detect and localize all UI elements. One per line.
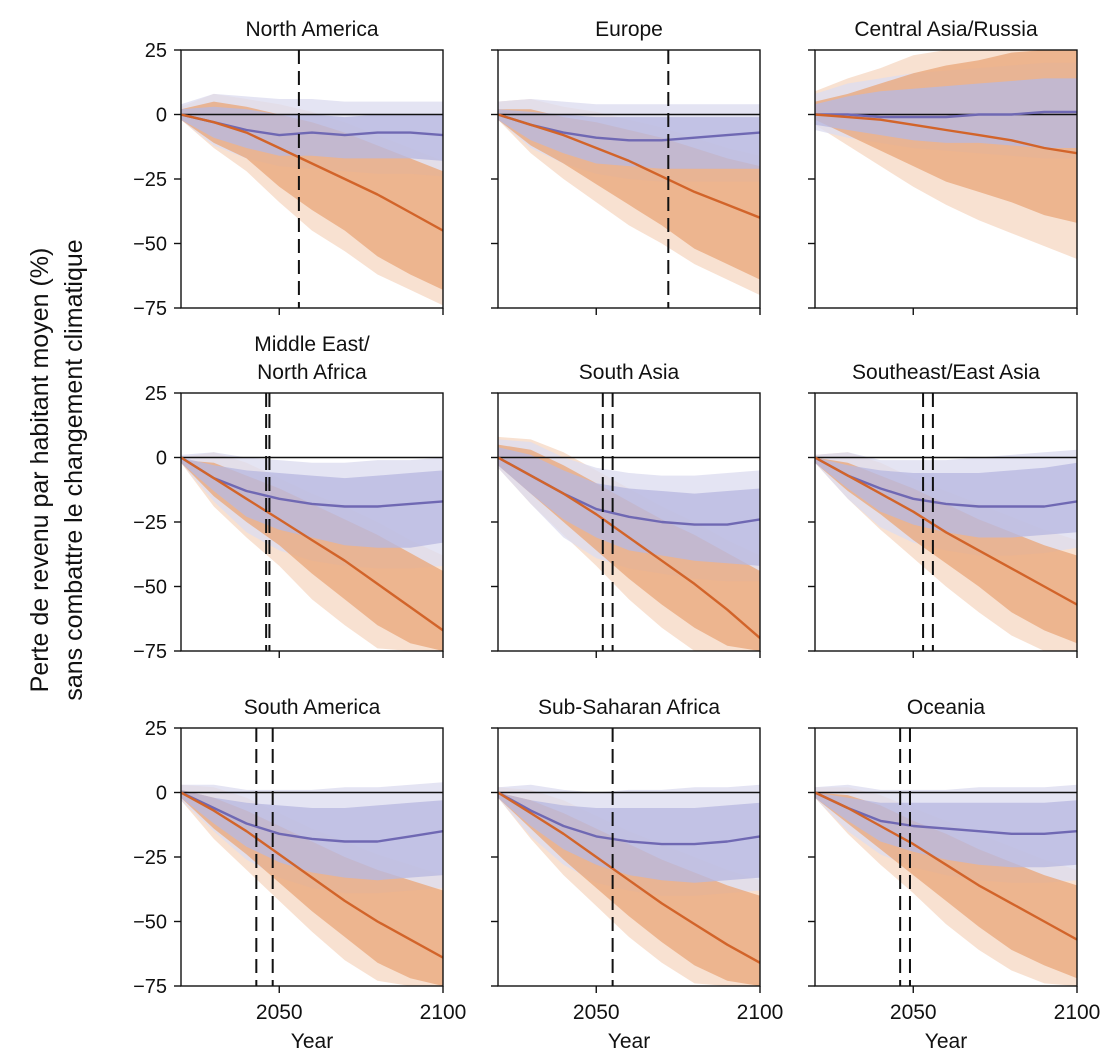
plot-area: [181, 393, 443, 651]
purple-median-line: [181, 791, 443, 843]
panel-title: Oceania: [907, 696, 986, 719]
purple-median-line: [181, 456, 443, 508]
y-tick-label: −25: [133, 847, 167, 869]
purple-median-line: [815, 110, 1077, 119]
y-tick-label: 0: [156, 448, 167, 470]
plot-area: [815, 728, 1077, 986]
x-axis-title: Year: [925, 1030, 967, 1053]
y-axis-title-line-2: sans combattre le changement climatique: [60, 239, 88, 700]
y-tick-label: 0: [156, 783, 167, 805]
y-tick-label: 25: [145, 40, 167, 62]
y-tick-label: −75: [133, 976, 167, 998]
plot-area: [815, 50, 1077, 259]
y-tick-label: 25: [145, 718, 167, 740]
purple-inner-band: [181, 457, 443, 548]
panel-4: 25 0 −25 −50 −75 Middle East/North Africa: [133, 333, 444, 663]
plot-area: [498, 728, 760, 986]
y-tick-label: −50: [133, 577, 167, 599]
x-tick-label: 2100: [420, 1001, 467, 1024]
orange-median-line: [815, 791, 1077, 941]
panel-title: Europe: [595, 18, 663, 41]
purple-median-line: [815, 791, 1077, 835]
purple-median-line: [498, 791, 760, 846]
x-tick-label: 2050: [256, 1001, 303, 1024]
panel-title: Central Asia/Russia: [854, 18, 1038, 41]
purple-inner-band: [181, 789, 443, 881]
purple-inner-band: [181, 106, 443, 161]
x-tick-label: 2100: [737, 1001, 784, 1024]
orange-median-line: [815, 456, 1077, 606]
y-tick-label: 25: [145, 383, 167, 405]
panel-title: North America: [245, 18, 378, 41]
panel-5: South Asia: [491, 361, 761, 658]
y-tick-label: −50: [133, 912, 167, 934]
y-tick-label: 0: [156, 105, 167, 127]
orange-median-line: [815, 113, 1077, 155]
purple-inner-band: [498, 447, 760, 566]
panel-1: 25 0 −25 −50 −75 North America: [133, 18, 444, 320]
y-tick-label: −50: [133, 234, 167, 256]
orange-median-line: [498, 791, 760, 964]
plot-area: [498, 50, 760, 308]
x-tick-label: 2100: [1054, 1001, 1101, 1024]
orange-median-line: [498, 456, 760, 640]
orange-median-line: [181, 791, 443, 959]
x-tick-label: 2050: [573, 1001, 620, 1024]
purple-inner-band: [498, 792, 760, 883]
panel-9: 2050 2100 Year Oceania: [808, 696, 1100, 1053]
panel-title: Sub-Saharan Africa: [538, 696, 720, 719]
plot-area: [498, 393, 760, 651]
x-axis-title: Year: [291, 1030, 333, 1053]
panel-title: North Africa: [257, 361, 367, 384]
panel-title: South America: [244, 696, 381, 719]
y-axis-title: Perte de revenu par habitant moyen (%) s…: [26, 239, 88, 700]
plot-area: [815, 393, 1077, 651]
purple-inner-band: [498, 109, 760, 169]
orange-median-line: [181, 456, 443, 632]
panel-7: 25 0 −25 −50 −75 2050 2100 Year South America: [133, 696, 466, 1053]
panel-title: Southeast/East Asia: [852, 361, 1040, 384]
panel-3: Central Asia/Russia: [808, 18, 1078, 315]
y-tick-label: −75: [133, 641, 167, 663]
purple-inner-band: [815, 78, 1077, 148]
orange-median-line: [181, 113, 443, 232]
plot-area: [181, 728, 443, 986]
panel-8: 2050 2100 Year Sub-Saharan Africa: [491, 696, 783, 1053]
y-tick-label: −25: [133, 512, 167, 534]
y-tick-label: −25: [133, 169, 167, 191]
panel-title: South Asia: [579, 361, 680, 384]
purple-inner-band: [815, 792, 1077, 868]
panel-6: Southeast/East Asia: [808, 361, 1078, 658]
y-axis-title-line-1: Perte de revenu par habitant moyen (%): [26, 248, 54, 693]
y-tick-label: −75: [133, 298, 167, 320]
small-multiples-grid: 25 0 −25 −50 −75 North America Europe Central A…: [133, 18, 1100, 1053]
x-tick-label: 2050: [890, 1001, 937, 1024]
orange-median-line: [498, 113, 760, 219]
purple-median-line: [815, 456, 1077, 508]
plot-area: [181, 50, 443, 308]
panel-title: Middle East/: [254, 333, 370, 356]
panel-2: Europe: [491, 18, 761, 315]
purple-inner-band: [815, 457, 1077, 538]
x-axis-title: Year: [608, 1030, 650, 1053]
